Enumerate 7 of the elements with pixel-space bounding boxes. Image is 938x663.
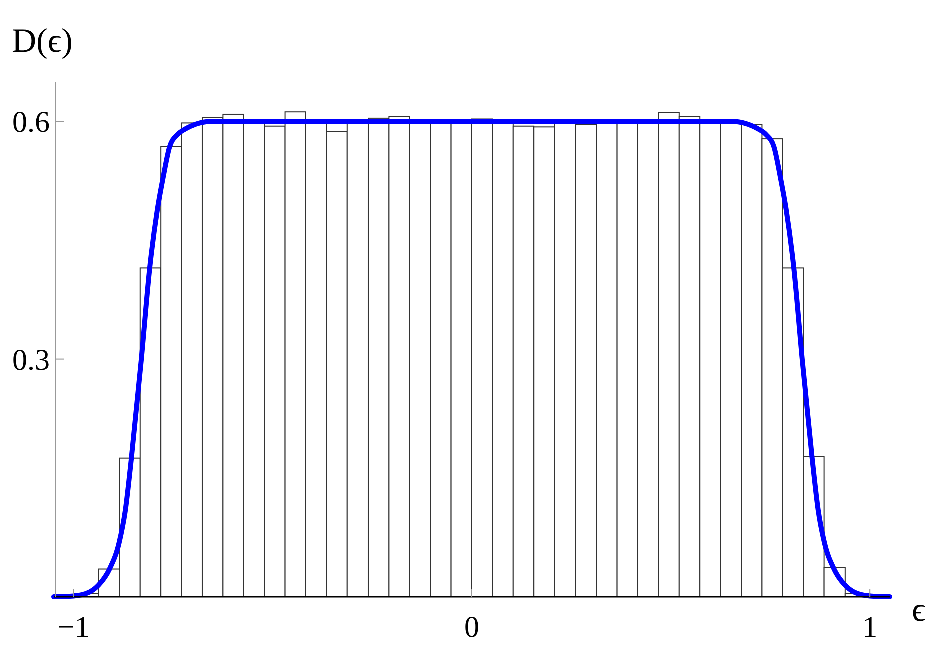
x-tick-label: 1 <box>862 611 878 644</box>
x-axis-title: ϵ <box>912 592 926 629</box>
y-tick-label: 0.6 <box>12 106 50 140</box>
y-tick-label: 0.3 <box>12 344 50 377</box>
y-axis-title: D(ϵ) <box>12 23 73 60</box>
x-tick-label: 0 <box>464 611 480 644</box>
x-tick-label: −1 <box>58 611 90 644</box>
